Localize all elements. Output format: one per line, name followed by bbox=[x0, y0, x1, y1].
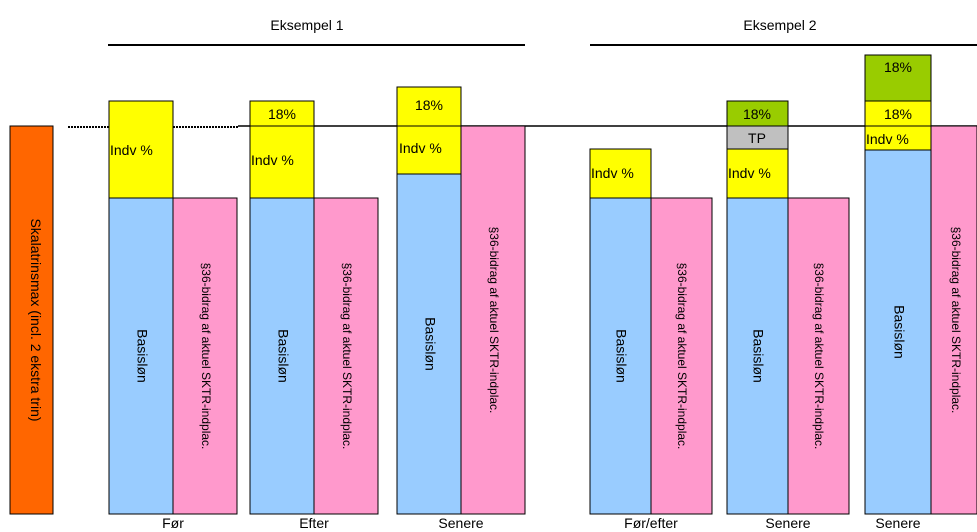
pct-segment bbox=[249, 100, 315, 127]
basis-bar bbox=[396, 173, 462, 515]
basis-label: Basisløn bbox=[750, 329, 766, 383]
basis-bar bbox=[864, 149, 932, 515]
basis-bar bbox=[726, 197, 789, 515]
pct-label: 18% bbox=[743, 106, 771, 122]
contrib-label: §36-bidrag af aktuel SKTR-indplac. bbox=[949, 227, 963, 414]
indv-segment bbox=[396, 125, 462, 175]
scale-max-label: Skalatrinsmax (incl. 2 ekstra trin) bbox=[28, 218, 44, 421]
basis-label: Basisløn bbox=[613, 329, 629, 383]
contrib-bar bbox=[172, 197, 238, 515]
indv-label: Indv % bbox=[251, 152, 294, 168]
indv-segment bbox=[108, 100, 174, 199]
group-title-ex1: Eksempel 1 bbox=[270, 17, 343, 33]
tp-label: TP bbox=[748, 130, 766, 146]
column-senere1: Basisløn §36-bidrag af aktuel SKTR-indpl… bbox=[396, 86, 526, 531]
column-foer-efter: Basisløn §36-bidrag af aktuel SKTR-indpl… bbox=[589, 148, 713, 531]
indv-label: Indv % bbox=[866, 131, 909, 147]
indv-segment bbox=[726, 148, 789, 199]
contrib-bar bbox=[787, 197, 850, 515]
column-label: Efter bbox=[299, 515, 329, 531]
contrib-label: §36-bidrag af aktuel SKTR-indplac. bbox=[487, 227, 501, 414]
column-senere3: Basisløn §36-bidrag af aktuel SKTR-indpl… bbox=[864, 54, 977, 531]
column-label: Senere bbox=[875, 515, 920, 531]
indv-segment bbox=[589, 148, 652, 199]
contrib-bar bbox=[313, 197, 379, 515]
pct-green-segment bbox=[726, 100, 789, 127]
basis-bar bbox=[249, 197, 315, 515]
pct-green-segment bbox=[864, 54, 932, 102]
basis-label: Basisløn bbox=[422, 317, 438, 371]
indv-label: Indv % bbox=[728, 165, 771, 181]
column-label: Før bbox=[162, 515, 184, 531]
column-label: Før/efter bbox=[624, 515, 678, 531]
contrib-bar bbox=[930, 125, 977, 515]
indv-label: Indv % bbox=[591, 165, 634, 181]
basis-bar bbox=[589, 197, 652, 515]
group-title-ex2: Eksempel 2 bbox=[743, 17, 816, 33]
pct-label: 18% bbox=[884, 106, 912, 122]
column-label: Senere bbox=[765, 515, 810, 531]
contrib-label: §36-bidrag af aktuel SKTR-indplac. bbox=[675, 263, 689, 450]
basis-label: Basisløn bbox=[134, 329, 150, 383]
basis-bar bbox=[108, 197, 174, 515]
indv-label: Indv % bbox=[110, 142, 153, 158]
scale-max-bar bbox=[9, 125, 54, 515]
basis-label: Basisløn bbox=[275, 329, 291, 383]
contrib-label: §36-bidrag af aktuel SKTR-indplac. bbox=[340, 263, 354, 450]
column-senere2: Basisløn §36-bidrag af aktuel SKTR-indpl… bbox=[726, 100, 850, 531]
contrib-label: §36-bidrag af aktuel SKTR-indplac. bbox=[199, 263, 213, 450]
pct-segment bbox=[396, 86, 462, 127]
pct-label: 18% bbox=[268, 106, 296, 122]
pct-segment bbox=[864, 100, 932, 127]
basis-label: Basisløn bbox=[891, 305, 907, 359]
column-foer: Basisløn §36-bidrag af aktuel SKTR-indpl… bbox=[108, 100, 238, 531]
column-label: Senere bbox=[438, 515, 483, 531]
pct-label: 18% bbox=[884, 59, 912, 75]
indv-segment bbox=[249, 125, 315, 199]
contrib-bar bbox=[460, 125, 526, 515]
indv-label: Indv % bbox=[399, 140, 442, 156]
pct-label: 18% bbox=[415, 97, 443, 113]
contrib-bar bbox=[650, 197, 713, 515]
contrib-label: §36-bidrag af aktuel SKTR-indplac. bbox=[812, 263, 826, 450]
column-efter: Basisløn §36-bidrag af aktuel SKTR-indpl… bbox=[249, 100, 379, 531]
